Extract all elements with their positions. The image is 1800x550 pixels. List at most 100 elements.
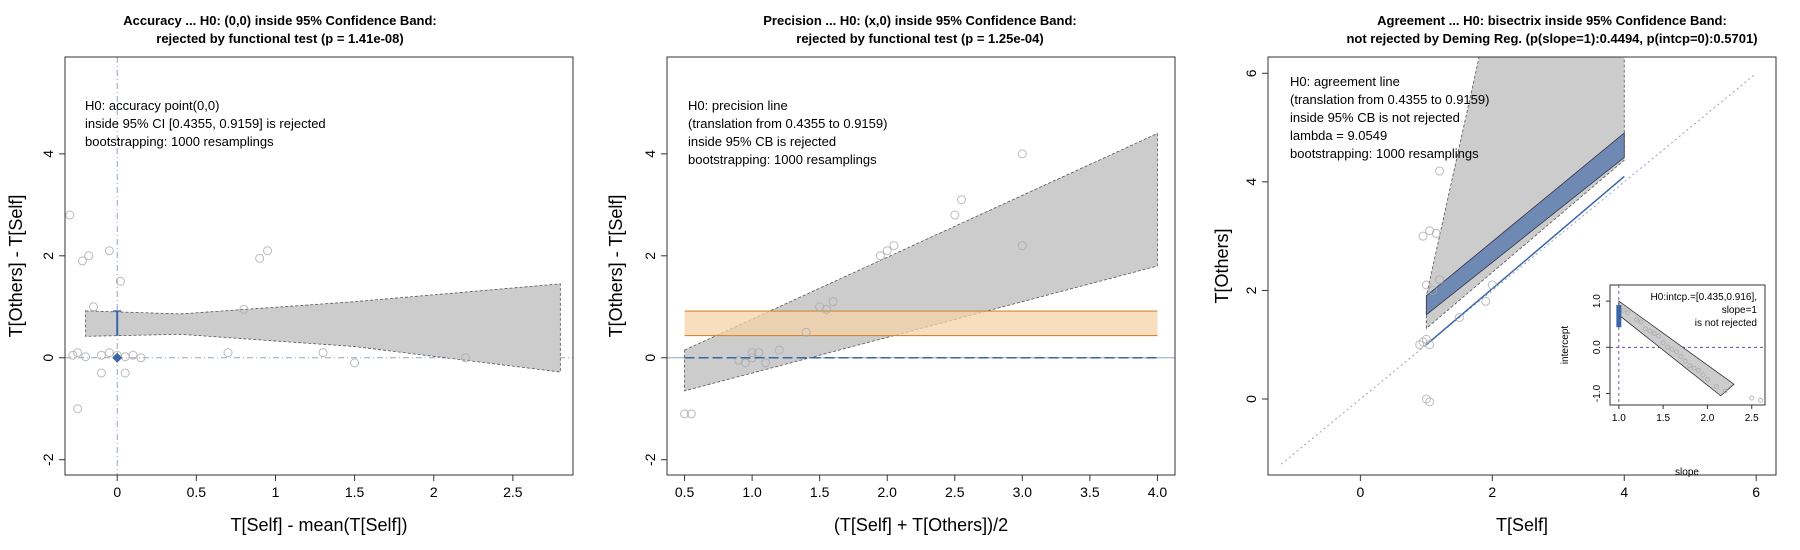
data-point [318,348,328,358]
data-point [1660,340,1666,346]
agreement-points [1415,166,1497,407]
data-point [1665,344,1671,350]
precision-x-ticks: 0.5 1.0 1.5 2.0 2.5 3.0 3.5 4.0 [675,475,1167,500]
data-point [889,241,899,251]
data-point [1425,340,1435,350]
inset-y-label: intercept [1560,326,1571,365]
x-tick-label: 2.5 [503,484,523,500]
data-point [1642,326,1648,332]
data-point [460,353,470,363]
data-point [350,358,360,368]
x-tick-label: 2.5 [945,484,965,500]
data-point [88,302,98,312]
precision-x-label: (T[Self] + T[Others])/2 [834,515,1008,535]
y-tick-label: -2 [642,453,658,466]
y-tick-label: 4 [1243,178,1259,186]
agreement-panel: Agreement ... H0: bisectrix inside 95% C… [1212,13,1777,535]
y-tick-label: 2 [1243,286,1259,294]
y-tick-label: 0 [642,354,658,362]
agreement-confidence-bands [1425,56,1625,346]
data-point [1682,358,1688,364]
x-tick-label: 0.5 [187,484,207,500]
y-tick-label: 4 [40,150,56,158]
data-point [104,348,114,358]
data-point [957,195,967,205]
data-point [1421,334,1431,344]
precision-title-line2: rejected by functional test (p = 1.25e-0… [796,31,1043,46]
agreement-regression-line [1425,175,1625,346]
data-point [1687,363,1693,369]
y-tick-label: 2 [642,252,658,260]
agreement-plot-frame [1267,56,1777,476]
data-point [1428,285,1438,295]
data-point [1758,397,1764,403]
data-point [774,345,784,355]
data-point [115,276,125,286]
data-point [1638,319,1644,325]
inset-annotation: H0:intcp.=[0.435,0.916], slope=1 is not … [1651,292,1758,329]
data-point [255,253,265,263]
accuracy-annotation-line2: inside 95% CI [0.4355, 0.9159] is reject… [85,116,326,131]
data-point [84,251,94,261]
data-point [1481,296,1491,306]
data-point [1625,310,1631,316]
data-point [801,327,811,337]
data-point [120,352,130,362]
agreement-annotation-line2: (translation from 0.4355 to 0.9159) [1290,92,1489,107]
data-point [1749,395,1755,401]
accuracy-y-label: T[Others] - T[Self] [6,195,26,338]
precision-translation-band [684,310,1158,337]
accuracy-title-line2: rejected by functional test (p = 1.41e-0… [156,31,403,46]
agreement-x-ticks: 0 2 4 6 [1356,475,1760,500]
data-point [761,358,771,368]
x-tick-label: 4 [1620,484,1628,500]
accuracy-title-line1: Accuracy ... H0: (0,0) inside 95% Confid… [123,13,437,28]
agreement-annotation-line5: bootstrapping: 1000 resamplings [1290,146,1479,161]
accuracy-point-marker [112,352,123,363]
data-point [1435,275,1445,285]
data-point [96,368,106,378]
data-point [239,304,249,314]
y-tick-label: -1.0 [1592,384,1603,402]
data-point [1700,372,1706,378]
data-point [1722,388,1728,394]
data-point [1696,367,1702,373]
data-point [1713,384,1719,390]
data-point [882,246,892,256]
precision-title-line1: Precision ... H0: (x,0) inside 95% Confi… [763,13,1077,28]
x-tick-label: 1.5 [810,484,830,500]
inset-points [1620,307,1764,403]
inset-annotation-line1: H0:intcp.=[0.435,0.916], [1651,292,1757,303]
data-point [950,210,960,220]
precision-points [680,149,1027,419]
accuracy-panel: Accuracy ... H0: (0,0) inside 95% Confid… [6,13,574,535]
accuracy-annotation-line1: H0: accuracy point(0,0) [85,98,219,113]
data-point [104,246,114,256]
x-tick-label: 2 [430,484,438,500]
accuracy-reference-lines [65,57,573,475]
agreement-y-label: T[Others] [1212,228,1232,303]
data-point [263,246,273,256]
data-point [1425,397,1435,407]
x-tick-label: 0 [1356,484,1364,500]
agreement-annotation: H0: agreement line (translation from 0.4… [1290,74,1489,161]
agreement-y-ticks: 0 2 4 6 [1243,69,1268,403]
translation-band [684,311,1158,336]
data-point [1691,365,1697,371]
y-tick-label: 6 [1243,69,1259,77]
accuracy-annotation-line3: bootstrapping: 1000 resamplings [85,134,274,149]
inset-background [1610,285,1765,405]
y-tick-label: 4 [642,150,658,158]
precision-annotation: H0: precision line (translation from 0.4… [688,98,887,167]
data-point [1418,231,1428,241]
inset-frame [1609,284,1766,406]
data-point [68,350,78,360]
x-tick-label: 1.5 [1656,413,1670,424]
x-tick-label: 1.5 [345,484,365,500]
confidence-band [684,132,1158,392]
accuracy-plot-frame [64,56,574,476]
data-point [740,358,750,368]
x-tick-label: 1 [272,484,280,500]
data-point [1017,241,1027,251]
